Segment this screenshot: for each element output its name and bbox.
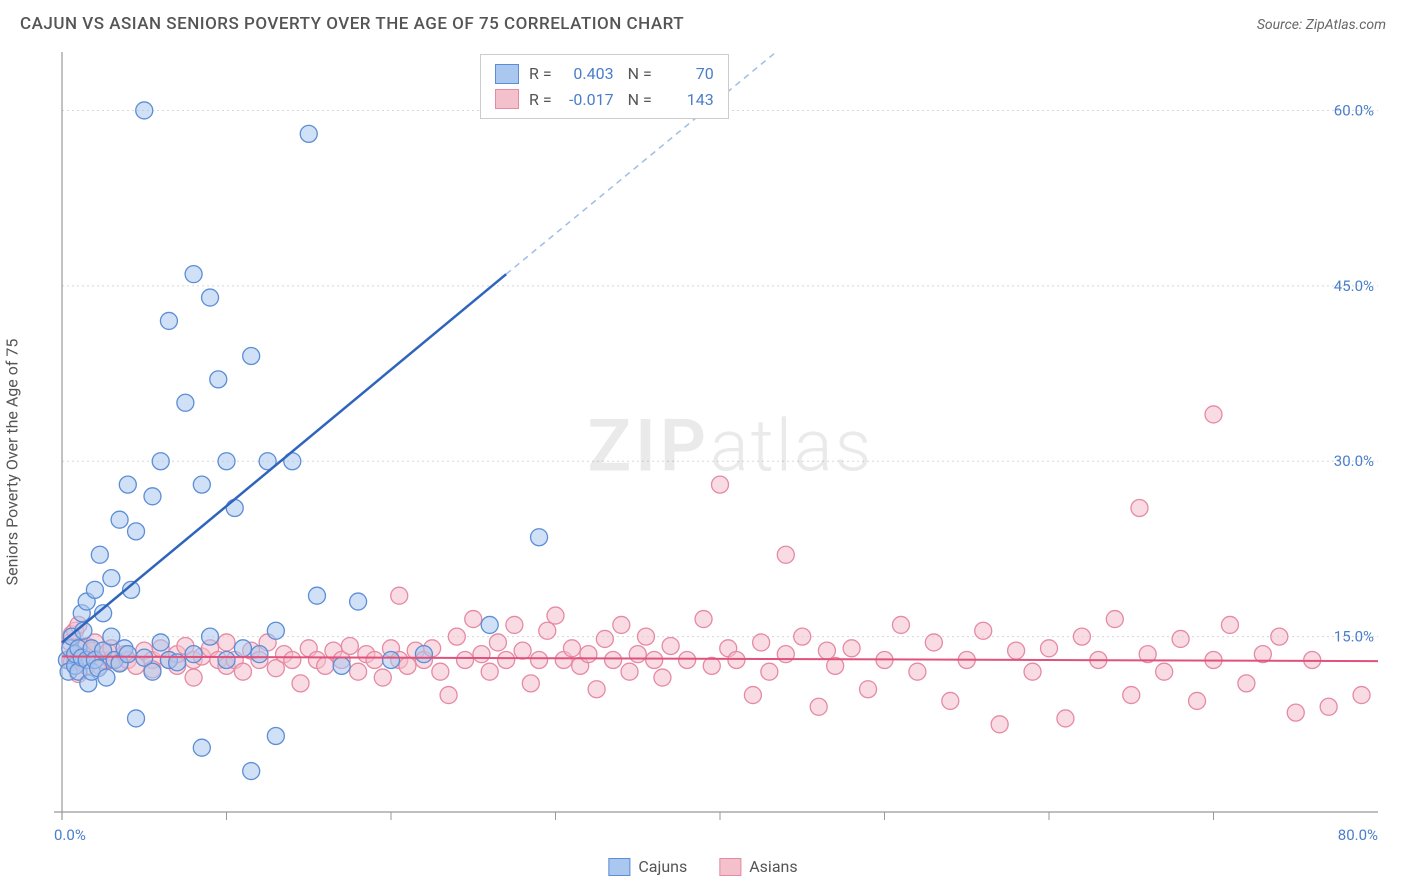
svg-text:45.0%: 45.0% <box>1334 277 1374 295</box>
svg-text:30.0%: 30.0% <box>1334 452 1374 470</box>
legend-n-cajuns: 70 <box>662 61 714 87</box>
legend-n-label: N = <box>624 61 652 87</box>
correlation-legend: R = 0.403 N = 70 R = -0.017 N = 143 <box>480 54 729 119</box>
legend-row-asians: R = -0.017 N = 143 <box>495 87 714 113</box>
legend-n-label: N = <box>624 87 652 113</box>
series-legend: Cajuns Asians <box>608 857 797 876</box>
legend-swatch-asians <box>495 89 519 109</box>
series-legend-cajuns: Cajuns <box>608 857 687 876</box>
chart-container: Seniors Poverty Over the Age of 75 15.0%… <box>20 52 1386 872</box>
series-swatch-asians <box>719 858 741 876</box>
series-label-cajuns: Cajuns <box>638 857 687 876</box>
series-legend-asians: Asians <box>719 857 797 876</box>
series-swatch-cajuns <box>608 858 630 876</box>
source-name: ZipAtlas.com <box>1306 17 1386 33</box>
svg-text:15.0%: 15.0% <box>1334 628 1374 646</box>
source-attribution: Source: ZipAtlas.com <box>1257 17 1386 33</box>
legend-r-cajuns: 0.403 <box>562 61 614 87</box>
svg-text:80.0%: 80.0% <box>1338 826 1378 844</box>
legend-r-label: R = <box>529 61 552 87</box>
y-axis-label: Seniors Poverty Over the Age of 75 <box>3 339 22 586</box>
header-bar: CAJUN VS ASIAN SENIORS POVERTY OVER THE … <box>20 14 1386 34</box>
chart-title: CAJUN VS ASIAN SENIORS POVERTY OVER THE … <box>20 14 684 34</box>
series-label-asians: Asians <box>749 857 797 876</box>
scatter-chart: 15.0% 30.0% 45.0% 60.0% 0.0% 80.0% <box>20 52 1386 872</box>
source-prefix: Source: <box>1257 17 1306 33</box>
svg-text:60.0%: 60.0% <box>1334 101 1374 119</box>
legend-r-asians: -0.017 <box>562 87 614 113</box>
legend-row-cajuns: R = 0.403 N = 70 <box>495 61 714 87</box>
legend-n-asians: 143 <box>662 87 714 113</box>
svg-text:0.0%: 0.0% <box>54 826 86 844</box>
legend-swatch-cajuns <box>495 64 519 84</box>
legend-r-label: R = <box>529 87 552 113</box>
